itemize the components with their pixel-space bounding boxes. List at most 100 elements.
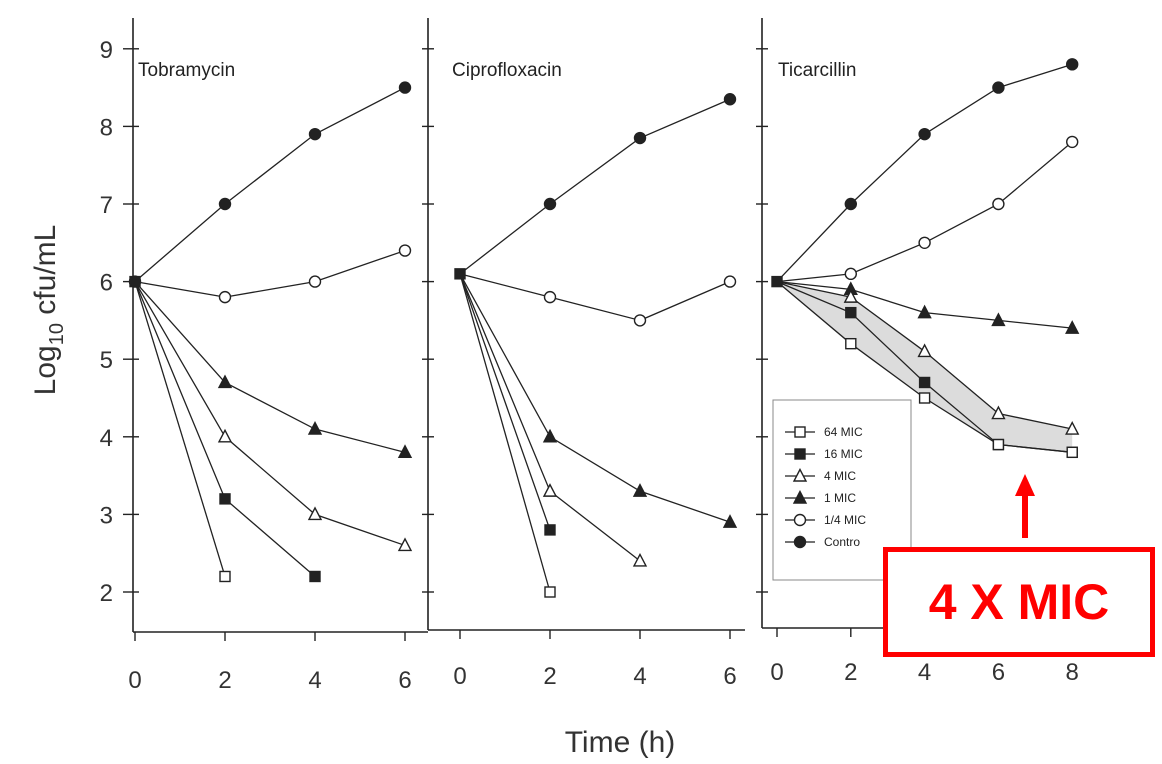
series-1-4-mic-line: [776, 141, 1073, 283]
series-4-mic: [776, 280, 1080, 435]
panel-ciprofloxacin: 0 2 4 6 Ciprofloxacin: [422, 18, 745, 690]
series-16-mic: [134, 281, 321, 583]
series-64-mic: [776, 281, 1078, 459]
legend-label: 4 MIC: [824, 469, 856, 483]
series-1-4-mic-line: [459, 273, 731, 322]
x-tick-label: 2: [844, 659, 857, 686]
y-tick-label: 2: [100, 580, 113, 607]
panel-tobramycin: 0 2 4 6 Tobramycin: [123, 18, 428, 694]
series-1-4-mic-point: [844, 267, 857, 281]
series-1-mic-point: [991, 312, 1006, 327]
legend-label: 16 MIC: [824, 447, 863, 461]
series-64-mic-point: [219, 570, 231, 583]
origin-point: [771, 275, 783, 288]
series-1-mic: [134, 281, 413, 459]
legend-marker: [794, 426, 806, 438]
series-4-mic: [134, 281, 413, 552]
series-1-4-mic: [134, 244, 412, 304]
x-tick-label: 2: [218, 667, 231, 694]
y-tick-label: 5: [100, 347, 113, 374]
series-control-point: [844, 197, 857, 211]
series-4-mic-point: [542, 483, 558, 497]
series-1-mic-point: [397, 444, 413, 459]
series-control-point: [723, 93, 737, 106]
series-64-mic-line: [459, 273, 551, 593]
legend-marker: [793, 535, 807, 549]
series-1-mic-line: [459, 273, 731, 523]
y-tick-label: 7: [100, 192, 113, 219]
series-1-4-mic: [776, 135, 1079, 283]
y-tick-label: 3: [100, 502, 113, 529]
panel-title: Ciprofloxacin: [452, 60, 562, 81]
x-tick-label: 4: [918, 659, 931, 686]
series-control-point: [918, 127, 931, 141]
x-tick-label: 4: [308, 667, 321, 694]
series-1-4-mic-point: [218, 290, 232, 304]
series-16-mic-point: [544, 524, 556, 536]
series-64-mic: [134, 281, 231, 583]
legend-label: 1 MIC: [824, 491, 856, 505]
series-64-mic-point: [544, 586, 556, 598]
series-4-mic-point: [397, 537, 413, 552]
series-1-4-mic-point: [398, 244, 412, 257]
series-control-point: [398, 81, 412, 94]
series-16-mic-point: [219, 493, 231, 505]
series-4-mic-point: [991, 405, 1006, 420]
series-4-mic: [459, 273, 648, 567]
series-1-mic-point: [722, 514, 738, 528]
series-1-mic-point: [1065, 320, 1080, 334]
legend-marker: [792, 489, 808, 504]
x-tick-label: 4: [633, 663, 646, 690]
origin-point: [454, 268, 466, 280]
series-16-mic-point: [918, 376, 931, 389]
y-tick-label: 8: [100, 114, 113, 141]
x-tick-label: 0: [770, 659, 783, 686]
series-64-mic-point: [918, 392, 931, 404]
series-16-mic-point: [309, 570, 321, 583]
series-1-4-mic-point: [918, 236, 931, 250]
legend-label: 1/4 MIC: [824, 513, 866, 527]
shaded-band: [777, 281, 1073, 453]
y-tick-label: 9: [100, 37, 113, 64]
y-tick-label: 6: [100, 270, 113, 297]
series-1-mic-point: [217, 374, 233, 389]
series-1-mic: [459, 273, 738, 528]
y-axis-title: Log10 cfu/mL: [29, 225, 68, 396]
series-1-mic-point: [632, 483, 648, 497]
panel-title: Tobramycin: [138, 60, 235, 81]
series-16-mic-line: [459, 273, 551, 531]
series-1-4-mic-point: [723, 275, 737, 288]
legend-label: Contro: [824, 535, 860, 549]
series-control-point: [308, 127, 322, 141]
series-1-4-mic-point: [1065, 135, 1079, 149]
series-control: [776, 58, 1079, 283]
series-4-mic-point: [917, 343, 932, 358]
series-4-mic-point: [217, 428, 233, 443]
series-control-line: [459, 98, 731, 275]
x-tick-label: 2: [543, 663, 556, 690]
series-control-point: [543, 197, 557, 211]
x-tick-label: 6: [992, 659, 1005, 686]
x-tick-label: 0: [453, 663, 466, 690]
series-control-point: [633, 131, 647, 145]
series-1-4-mic-point: [308, 275, 322, 288]
series-1-4-mic-line: [134, 249, 406, 298]
series-1-mic-line: [134, 281, 406, 453]
callout-arrow: [1015, 474, 1035, 538]
series-control-point: [1065, 58, 1079, 71]
panel-title: Ticarcillin: [778, 60, 856, 81]
series-4-mic-line: [459, 273, 641, 562]
series-16-mic: [459, 273, 556, 536]
series-control-point: [992, 81, 1005, 94]
callout-text: 4 X MIC: [928, 574, 1110, 630]
series-1-mic: [776, 280, 1080, 334]
x-tick-label: 6: [398, 667, 411, 694]
series-1-mic-point: [917, 304, 932, 319]
x-tick-label: 0: [128, 667, 141, 694]
series-64-mic-point: [845, 337, 857, 350]
series-control: [459, 93, 737, 275]
series-control-line: [776, 63, 1073, 283]
legend-marker: [792, 467, 808, 482]
series-4-mic-point: [843, 289, 858, 303]
